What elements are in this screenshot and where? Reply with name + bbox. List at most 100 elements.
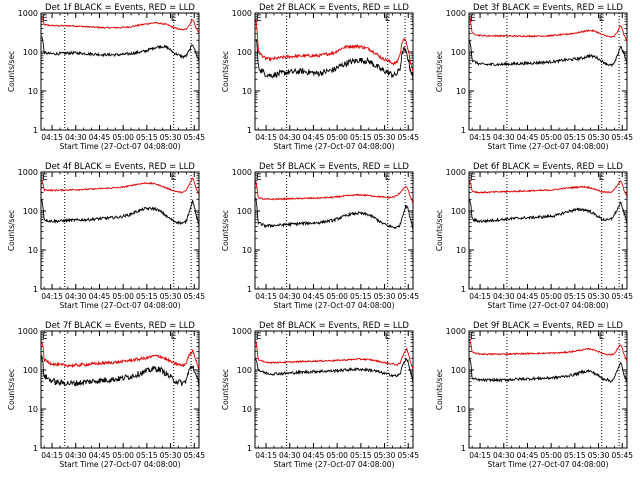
x-axis-label: Start Time (27-Oct-07 04:08:00) bbox=[59, 301, 180, 310]
y-tick-label: 1 bbox=[247, 444, 252, 453]
plot-frame bbox=[254, 171, 414, 290]
chart-title: Det 3f BLACK = Events, RED = LLD bbox=[473, 3, 623, 13]
x-tick-label: 04:15 bbox=[41, 133, 63, 142]
x-tick-label: 04:30 bbox=[65, 133, 87, 142]
x-tick-label: 04:15 bbox=[255, 292, 277, 301]
chart-title: Det 8f BLACK = Events, RED = LLD bbox=[259, 321, 409, 331]
marker-e-label: E bbox=[42, 332, 48, 342]
plot-frame bbox=[468, 330, 628, 449]
lld-series-line bbox=[255, 181, 414, 205]
marker-e-label: E bbox=[171, 173, 177, 183]
x-tick-label: 05:45 bbox=[183, 451, 205, 460]
x-tick-label: 04:30 bbox=[279, 451, 301, 460]
y-tick-label: 100 bbox=[237, 48, 252, 57]
x-tick-label: 05:30 bbox=[588, 292, 610, 301]
marker-e-label: E bbox=[256, 173, 262, 183]
lld-series-line bbox=[255, 341, 414, 370]
y-tick-label: 1 bbox=[461, 285, 466, 294]
marker-e-label: E bbox=[42, 14, 48, 24]
x-tick-label: 05:30 bbox=[374, 133, 396, 142]
x-tick-label: 04:15 bbox=[469, 133, 491, 142]
y-axis-label: Counts/sec bbox=[221, 369, 230, 410]
y-tick-label: 1000 bbox=[446, 327, 466, 336]
x-tick-label: 05:15 bbox=[350, 451, 372, 460]
y-axis-label: Counts/sec bbox=[435, 210, 444, 251]
x-tick-label: 05:15 bbox=[564, 133, 586, 142]
y-tick-label: 10 bbox=[456, 87, 466, 96]
x-tick-label: 04:45 bbox=[89, 292, 111, 301]
y-axis-label: Counts/sec bbox=[221, 51, 230, 92]
x-tick-label: 05:30 bbox=[160, 133, 182, 142]
y-tick-label: 100 bbox=[237, 207, 252, 216]
x-tick-label: 05:15 bbox=[350, 133, 372, 142]
chart-panel-1: Det 1f BLACK = Events, RED = LLD 1 10 100 10… bbox=[7, 3, 205, 151]
x-tick-label: 05:45 bbox=[397, 451, 419, 460]
marker-e-label: E bbox=[171, 332, 177, 342]
chart-panel-7: Det 7f BLACK = Events, RED = LLD 1 10 100 10… bbox=[7, 321, 205, 469]
y-tick-label: 10 bbox=[28, 246, 38, 255]
chart-title: Det 7f BLACK = Events, RED = LLD bbox=[45, 321, 195, 331]
lld-series-line bbox=[41, 177, 200, 195]
marker-e-label: E bbox=[42, 173, 48, 183]
y-axis-label: Counts/sec bbox=[435, 51, 444, 92]
x-tick-label: 05:45 bbox=[611, 292, 633, 301]
plot-frame bbox=[40, 330, 200, 449]
lld-series-line bbox=[469, 180, 628, 197]
marker-e-label: E bbox=[470, 14, 476, 24]
lld-series-line bbox=[41, 341, 200, 370]
x-tick-label: 05:00 bbox=[540, 292, 562, 301]
chart-title: Det 9f BLACK = Events, RED = LLD bbox=[473, 321, 623, 331]
y-axis-label: Counts/sec bbox=[7, 210, 16, 251]
y-tick-label: 10 bbox=[242, 405, 252, 414]
x-tick-label: 05:15 bbox=[350, 292, 372, 301]
y-tick-label: 1 bbox=[33, 444, 38, 453]
x-tick-label: 04:30 bbox=[279, 133, 301, 142]
y-axis-label: Counts/sec bbox=[435, 369, 444, 410]
plot-frame bbox=[40, 12, 200, 131]
x-tick-label: 05:00 bbox=[326, 451, 348, 460]
y-tick-label: 10 bbox=[28, 405, 38, 414]
marker-e-label: E bbox=[385, 14, 391, 24]
x-tick-label: 04:45 bbox=[303, 133, 325, 142]
x-tick-label: 05:30 bbox=[160, 292, 182, 301]
x-tick-label: 05:45 bbox=[183, 133, 205, 142]
chart-panel-5: Det 5f BLACK = Events, RED = LLD 1 10 100 10… bbox=[221, 162, 419, 310]
y-tick-label: 10 bbox=[242, 87, 252, 96]
x-tick-label: 04:30 bbox=[493, 292, 515, 301]
plot-frame bbox=[40, 171, 200, 290]
y-tick-label: 1 bbox=[461, 126, 466, 135]
x-tick-label: 05:30 bbox=[160, 451, 182, 460]
x-tick-label: 04:45 bbox=[89, 451, 111, 460]
x-tick-label: 04:15 bbox=[41, 292, 63, 301]
marker-e-label: E bbox=[470, 332, 476, 342]
plot-frame bbox=[254, 12, 414, 131]
x-tick-label: 05:30 bbox=[588, 133, 610, 142]
x-tick-label: 04:15 bbox=[255, 451, 277, 460]
x-tick-label: 04:45 bbox=[303, 292, 325, 301]
y-tick-label: 10 bbox=[28, 87, 38, 96]
x-tick-label: 04:15 bbox=[469, 292, 491, 301]
marker-e-label: E bbox=[599, 14, 605, 24]
chart-title: Det 5f BLACK = Events, RED = LLD bbox=[259, 162, 409, 172]
x-axis-label: Start Time (27-Oct-07 04:08:00) bbox=[487, 460, 608, 469]
y-tick-label: 100 bbox=[451, 366, 466, 375]
y-tick-label: 100 bbox=[237, 366, 252, 375]
marker-e-label: E bbox=[256, 332, 262, 342]
y-tick-label: 10 bbox=[456, 246, 466, 255]
chart-title: Det 4f BLACK = Events, RED = LLD bbox=[45, 162, 195, 172]
marker-e-label: E bbox=[470, 173, 476, 183]
y-tick-label: 1 bbox=[33, 285, 38, 294]
x-tick-label: 04:15 bbox=[41, 451, 63, 460]
events-series-line bbox=[41, 355, 200, 388]
x-tick-label: 04:45 bbox=[517, 133, 539, 142]
x-tick-label: 04:45 bbox=[89, 133, 111, 142]
y-tick-label: 100 bbox=[23, 366, 38, 375]
x-tick-label: 05:00 bbox=[112, 451, 134, 460]
x-tick-label: 05:45 bbox=[397, 133, 419, 142]
x-tick-label: 05:00 bbox=[540, 451, 562, 460]
events-series-line bbox=[255, 198, 414, 230]
x-tick-label: 05:00 bbox=[326, 292, 348, 301]
chart-panel-3: Det 3f BLACK = Events, RED = LLD 1 10 100 10… bbox=[435, 3, 633, 151]
x-tick-label: 05:30 bbox=[374, 451, 396, 460]
